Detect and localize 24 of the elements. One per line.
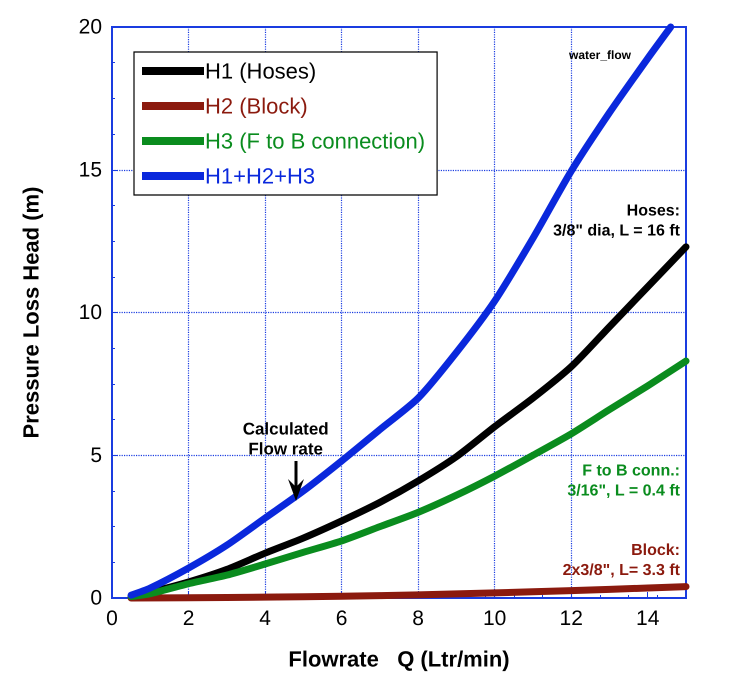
x-tick-label: 14 (636, 607, 660, 630)
y-tick-label: 0 (90, 586, 102, 610)
legend-label: H1+H2+H3 (205, 164, 316, 188)
legend-label: H2 (Block) (205, 94, 308, 118)
x-tick-label: 8 (412, 607, 424, 630)
x-tick-label: 0 (106, 607, 118, 630)
y-axis-title: Pressure Loss Head (m) (18, 186, 44, 438)
legend-label: H1 (Hoses) (205, 58, 316, 84)
y-tick-label: 20 (78, 16, 102, 38)
annotation: Calculated Flow rate (242, 419, 329, 458)
annotation: Block: 2x3/8", L= 3.3 ft (562, 542, 681, 580)
x-tick-label: 12 (560, 607, 583, 630)
x-tick-label: 6 (336, 607, 348, 630)
y-tick-label: 10 (78, 301, 102, 324)
x-tick-label: 4 (259, 607, 272, 630)
legend-label: H3 (F to B connection) (205, 128, 426, 154)
annotation: Hoses: 3/8" dia, L = 16 ft (553, 202, 681, 240)
x-axis-title: Flowrate Q (Ltr/min) (288, 646, 510, 672)
annotation: F to B conn.: 3/16", L = 0.4 ft (567, 462, 681, 500)
x-tick-label: 10 (482, 607, 506, 630)
annotation: water_flow (568, 48, 632, 62)
x-tick-label: 2 (182, 607, 194, 630)
y-tick-label: 5 (90, 444, 102, 467)
y-tick-label: 15 (78, 158, 102, 182)
